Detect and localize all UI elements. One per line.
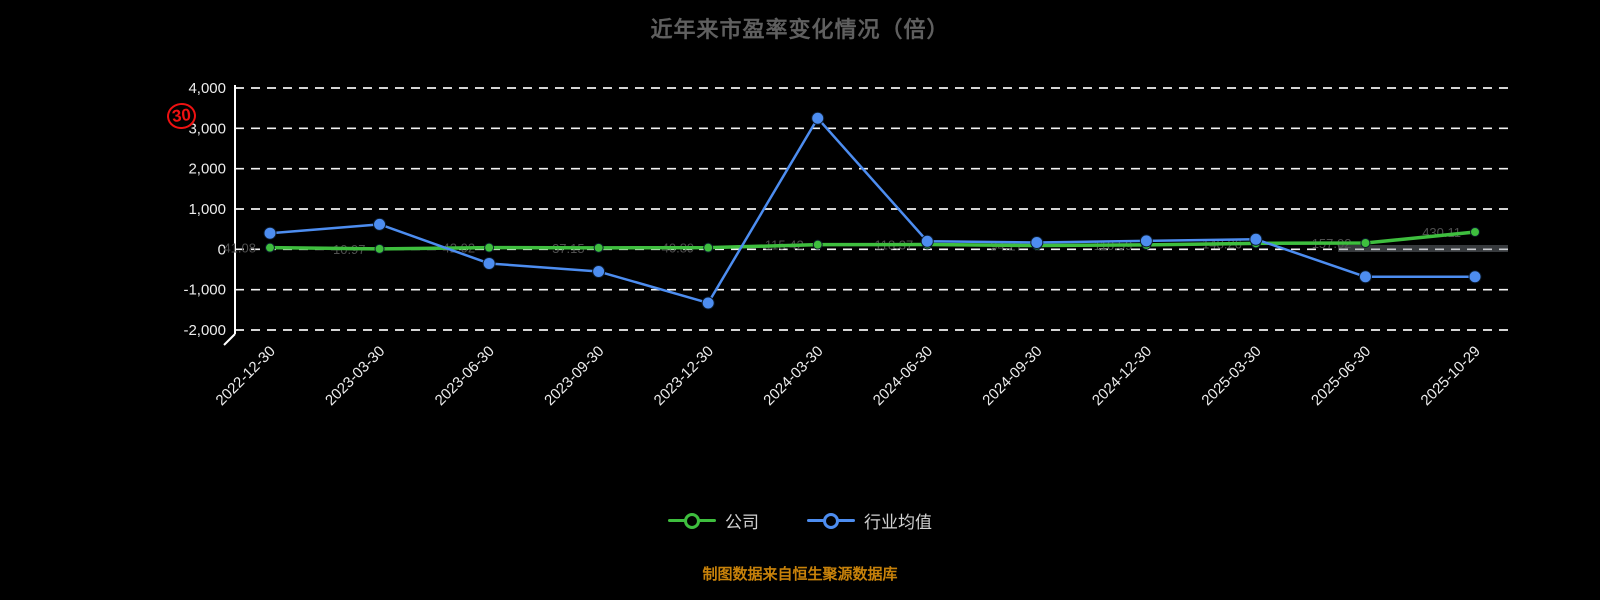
data-point-行业均值[interactable] bbox=[701, 296, 715, 310]
axis-shadow bbox=[1338, 245, 1508, 252]
x-axis-tick-label: 2023-06-30 bbox=[432, 343, 498, 409]
legend-label-industry-average: 行业均值 bbox=[864, 513, 932, 532]
data-point-行业均值[interactable] bbox=[373, 217, 387, 231]
data-point-行业均值[interactable] bbox=[1030, 235, 1044, 249]
company-series-marker-icon bbox=[668, 512, 716, 529]
y-axis-tick-label: 4,000 bbox=[188, 80, 226, 97]
red-annotation: 30 bbox=[165, 101, 198, 131]
data-point-公司[interactable] bbox=[1360, 238, 1371, 249]
axis-foot-line bbox=[223, 333, 236, 346]
y-axis-tick-label: 3,000 bbox=[188, 120, 226, 137]
x-axis-tick-label: 2025-03-30 bbox=[1198, 343, 1264, 409]
industry-series-marker-icon bbox=[807, 512, 855, 529]
data-point-行业均值[interactable] bbox=[920, 234, 934, 248]
x-axis-tick-label: 2022-12-30 bbox=[213, 343, 279, 409]
data-point-公司[interactable] bbox=[374, 243, 385, 254]
legend-label-company: 公司 bbox=[725, 513, 759, 532]
data-point-公司[interactable] bbox=[1470, 226, 1480, 237]
y-axis-tick-label: 2,000 bbox=[188, 161, 226, 178]
data-point-公司[interactable] bbox=[265, 242, 275, 253]
legend-item-industry-average[interactable]: 行业均值 bbox=[807, 508, 932, 533]
data-point-label: 41.08 bbox=[223, 241, 256, 256]
x-axis-tick-label: 2025-10-29 bbox=[1418, 343, 1484, 409]
data-point-行业均值[interactable] bbox=[811, 111, 825, 125]
data-point-公司[interactable] bbox=[593, 242, 604, 253]
x-axis-tick-label: 2023-12-30 bbox=[651, 343, 717, 409]
series-line-公司 bbox=[268, 230, 1477, 251]
data-point-行业均值[interactable] bbox=[592, 265, 606, 279]
x-axis-tick-label: 2024-03-30 bbox=[760, 343, 826, 409]
data-point-行业均值[interactable] bbox=[263, 226, 277, 240]
x-axis-tick-label: 2023-09-30 bbox=[541, 343, 607, 409]
pe-chart-canvas: 4,000 3,000 2,000 1,000 0 -1,000 -2,000 2022-12… bbox=[183, 80, 1510, 409]
data-point-公司[interactable] bbox=[484, 242, 495, 253]
data-point-公司[interactable] bbox=[703, 242, 714, 253]
data-point-行业均值[interactable] bbox=[1139, 234, 1153, 248]
chart-legend: 公司 行业均值 bbox=[0, 508, 1600, 533]
legend-item-company[interactable]: 公司 bbox=[668, 508, 759, 533]
x-axis-tick-label: 2024-06-30 bbox=[870, 343, 936, 409]
pe-ratio-line-chart: 4,000 3,000 2,000 1,000 0 -1,000 -2,000 2022-12… bbox=[183, 80, 1510, 409]
data-point-公司[interactable] bbox=[812, 239, 823, 250]
series-line-行业均值 bbox=[268, 117, 1477, 305]
data-point-行业均值[interactable] bbox=[1468, 270, 1482, 284]
data-point-行业均值[interactable] bbox=[1358, 270, 1372, 284]
x-axis-tick-label: 2024-09-30 bbox=[979, 343, 1045, 409]
y-axis-tick-label: -1,000 bbox=[183, 282, 226, 299]
data-point-行业均值[interactable] bbox=[1249, 232, 1263, 246]
x-axis-tick-label: 2025-06-30 bbox=[1308, 343, 1374, 409]
x-axis-tick-label: 2023-03-30 bbox=[322, 343, 388, 409]
x-axis-tick-label: 2024-12-30 bbox=[1089, 343, 1155, 409]
y-axis-tick-label: 0 bbox=[218, 241, 226, 258]
y-axis-tick-label: 1,000 bbox=[188, 201, 226, 218]
data-source-note: 制图数据来自恒生聚源数据库 bbox=[702, 566, 898, 583]
red-annotation-badge: 30 bbox=[165, 101, 198, 131]
y-axis-tick-label: -2,000 bbox=[183, 322, 226, 339]
data-point-行业均值[interactable] bbox=[482, 256, 496, 270]
chart-title: 近年来市盈率变化情况（倍） bbox=[650, 17, 950, 42]
